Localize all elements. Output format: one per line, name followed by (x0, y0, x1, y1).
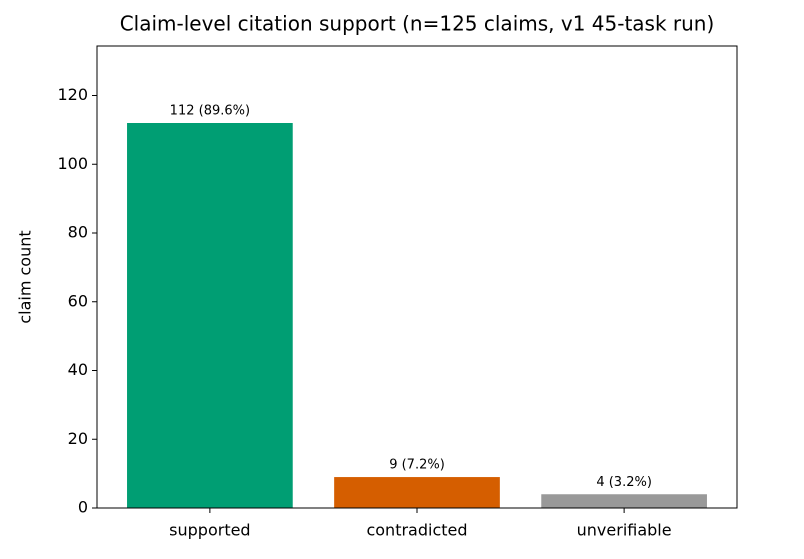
bar (334, 477, 500, 508)
x-tick-label: unverifiable (577, 521, 672, 540)
y-tick-label: 20 (68, 429, 88, 448)
bar (127, 123, 293, 508)
plot-frame (96, 45, 738, 509)
y-tick-label: 0 (78, 498, 88, 517)
y-tick-label: 60 (68, 291, 88, 310)
chart-title: Claim-level citation support (n=125 clai… (120, 12, 715, 36)
x-tick-label: supported (169, 521, 250, 540)
bar (541, 494, 707, 508)
y-tick-label: 100 (57, 154, 88, 173)
y-tick-label: 120 (57, 85, 88, 104)
y-tick-label: 80 (68, 223, 88, 242)
value-label: 112 (89.6%) (170, 104, 250, 119)
value-label: 4 (3.2%) (596, 475, 652, 490)
y-tick-label: 40 (68, 360, 88, 379)
y-axis-label: claim count (16, 230, 35, 323)
value-label: 9 (7.2%) (389, 458, 445, 473)
x-tick-label: contradicted (366, 521, 467, 540)
